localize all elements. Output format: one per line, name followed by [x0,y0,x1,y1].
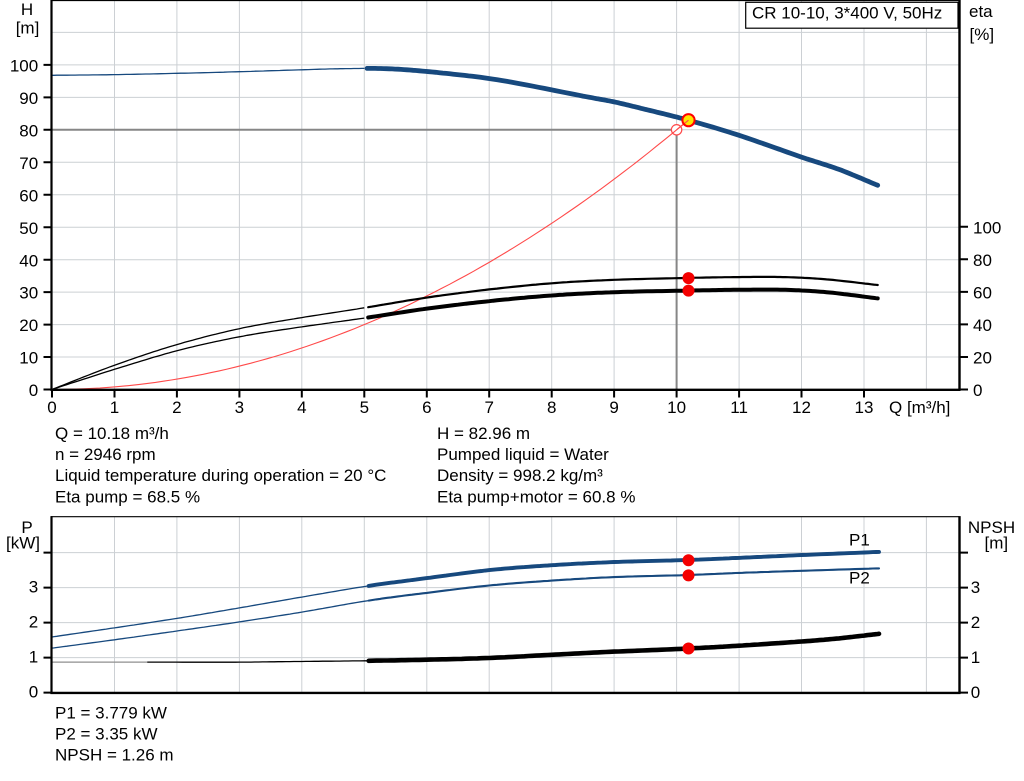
svg-text:CR 10-10, 3*400 V, 50Hz: CR 10-10, 3*400 V, 50Hz [752,4,942,23]
svg-text:[m]: [m] [16,19,40,38]
svg-text:60: 60 [19,186,38,205]
svg-text:6: 6 [422,398,431,417]
svg-text:10: 10 [667,398,686,417]
svg-text:0: 0 [47,398,56,417]
svg-text:P2 = 3.35 kW: P2 = 3.35 kW [55,725,158,744]
svg-text:eta: eta [969,2,993,21]
svg-text:80: 80 [19,121,38,140]
svg-text:40: 40 [19,251,38,270]
svg-text:80: 80 [973,251,992,270]
svg-text:100: 100 [10,57,38,76]
svg-text:[kW]: [kW] [6,534,40,553]
svg-text:50: 50 [19,219,38,238]
svg-text:2: 2 [29,613,38,632]
svg-text:5: 5 [360,398,369,417]
svg-text:12: 12 [792,398,811,417]
svg-text:100: 100 [973,218,1001,237]
svg-text:60: 60 [973,284,992,303]
svg-text:70: 70 [19,154,38,173]
svg-text:H: H [21,0,33,19]
svg-text:0: 0 [29,381,38,400]
svg-text:2: 2 [172,398,181,417]
svg-text:H = 82.96 m: H = 82.96 m [437,424,530,443]
svg-text:3: 3 [29,578,38,597]
svg-text:90: 90 [19,89,38,108]
svg-text:8: 8 [547,398,556,417]
svg-text:2: 2 [971,613,980,632]
svg-text:1: 1 [971,648,980,667]
svg-text:4: 4 [297,398,306,417]
svg-text:10: 10 [19,349,38,368]
svg-text:P2: P2 [849,568,870,587]
svg-text:0: 0 [973,381,982,400]
svg-text:13: 13 [855,398,874,417]
svg-text:20: 20 [973,349,992,368]
svg-text:11: 11 [730,398,748,417]
svg-text:1: 1 [110,398,119,417]
svg-text:NPSH = 1.26 m: NPSH = 1.26 m [55,746,174,765]
svg-text:40: 40 [973,316,992,335]
svg-text:Density = 998.2 kg/m³: Density = 998.2 kg/m³ [437,466,603,485]
svg-text:3: 3 [971,578,980,597]
svg-text:0: 0 [971,683,980,702]
svg-text:3: 3 [235,398,244,417]
svg-text:P: P [21,518,32,537]
svg-text:[m]: [m] [984,534,1008,553]
svg-text:0: 0 [29,683,38,702]
svg-text:7: 7 [484,398,493,417]
svg-text:n = 2946 rpm: n = 2946 rpm [55,445,156,464]
svg-text:Q [m³/h]: Q [m³/h] [889,398,950,417]
svg-text:30: 30 [19,284,38,303]
svg-text:1: 1 [29,648,38,667]
svg-text:Eta pump = 68.5 %: Eta pump = 68.5 % [55,487,200,506]
svg-text:P1: P1 [849,530,870,549]
svg-text:Pumped liquid = Water: Pumped liquid = Water [437,445,609,464]
svg-text:P1 = 3.779 kW: P1 = 3.779 kW [55,704,167,723]
svg-text:20: 20 [19,316,38,335]
svg-text:9: 9 [609,398,618,417]
svg-text:[%]: [%] [970,25,995,44]
svg-text:Q = 10.18 m³/h: Q = 10.18 m³/h [55,424,169,443]
svg-text:NPSH: NPSH [968,518,1015,537]
svg-text:Eta pump+motor = 60.8 %: Eta pump+motor = 60.8 % [437,487,635,506]
svg-text:Liquid temperature during oper: Liquid temperature during operation = 20… [55,466,386,485]
